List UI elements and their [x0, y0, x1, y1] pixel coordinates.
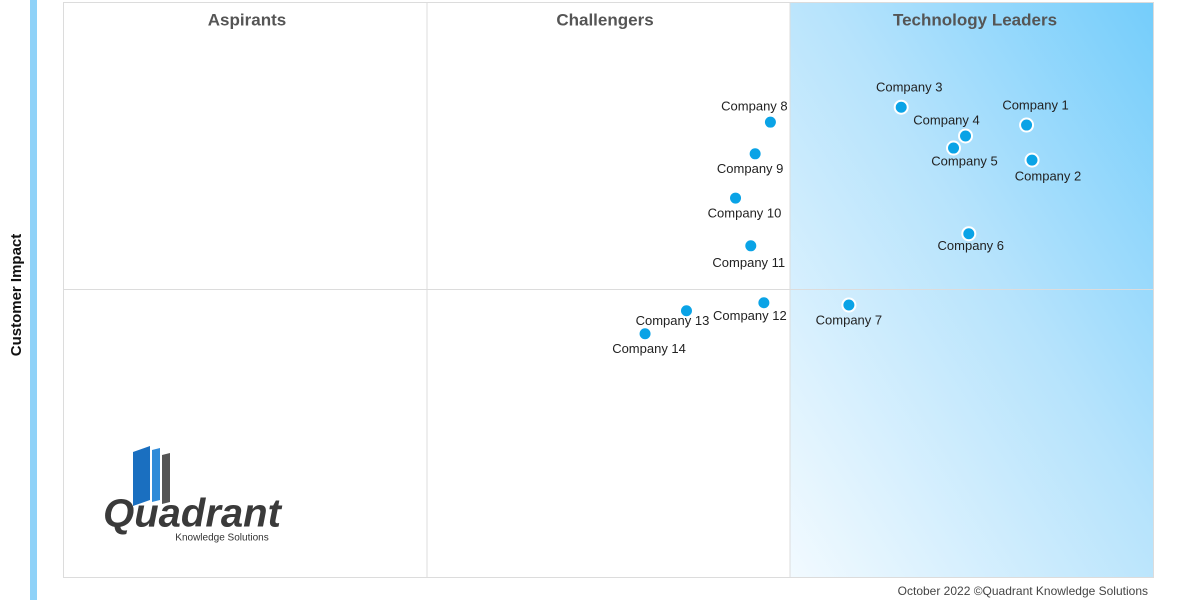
point-label: Company 5 — [931, 153, 997, 168]
quadrant-title: Challengers — [556, 10, 653, 29]
data-point — [946, 140, 962, 156]
data-point — [762, 114, 778, 130]
data-point — [728, 190, 744, 206]
point-label: Company 11 — [712, 255, 785, 270]
data-point — [1019, 117, 1035, 133]
logo-tagline: Knowledge Solutions — [175, 533, 268, 544]
data-point — [841, 297, 857, 313]
data-point — [637, 326, 653, 342]
point-label: Company 1 — [1002, 97, 1068, 112]
point-label: Company 14 — [612, 341, 686, 356]
data-point — [961, 226, 977, 242]
y-axis-label: Customer Impact — [8, 234, 25, 357]
point-label: Company 2 — [1015, 169, 1081, 184]
data-point — [893, 99, 909, 115]
data-point — [747, 146, 763, 162]
data-point — [743, 238, 759, 254]
point-label: Company 9 — [717, 161, 783, 176]
logo: Quadrant Knowledge Solutions — [103, 446, 283, 544]
point-label: Company 8 — [721, 99, 787, 114]
point-label: Company 10 — [708, 206, 782, 221]
quadrant-title: Aspirants — [208, 10, 286, 29]
quadrant-title: Technology Leaders — [893, 10, 1057, 29]
data-point — [958, 128, 974, 144]
point-label: Company 13 — [636, 313, 710, 328]
data-point — [756, 295, 772, 311]
data-point — [678, 303, 694, 319]
point-label: Company 6 — [938, 238, 1004, 253]
point-label: Company 12 — [713, 308, 787, 323]
logo-name: Quadrant — [103, 492, 282, 536]
point-label: Company 7 — [816, 312, 882, 327]
side-bar — [30, 0, 37, 600]
point-label: Company 3 — [876, 80, 942, 95]
data-point — [1024, 152, 1040, 168]
point-label: Company 4 — [913, 112, 979, 127]
footer: October 2022 ©Quadrant Knowledge Solutio… — [898, 584, 1148, 598]
